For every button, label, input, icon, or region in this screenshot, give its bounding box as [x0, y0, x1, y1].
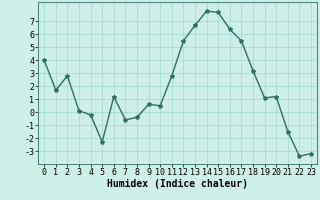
X-axis label: Humidex (Indice chaleur): Humidex (Indice chaleur) — [107, 179, 248, 189]
